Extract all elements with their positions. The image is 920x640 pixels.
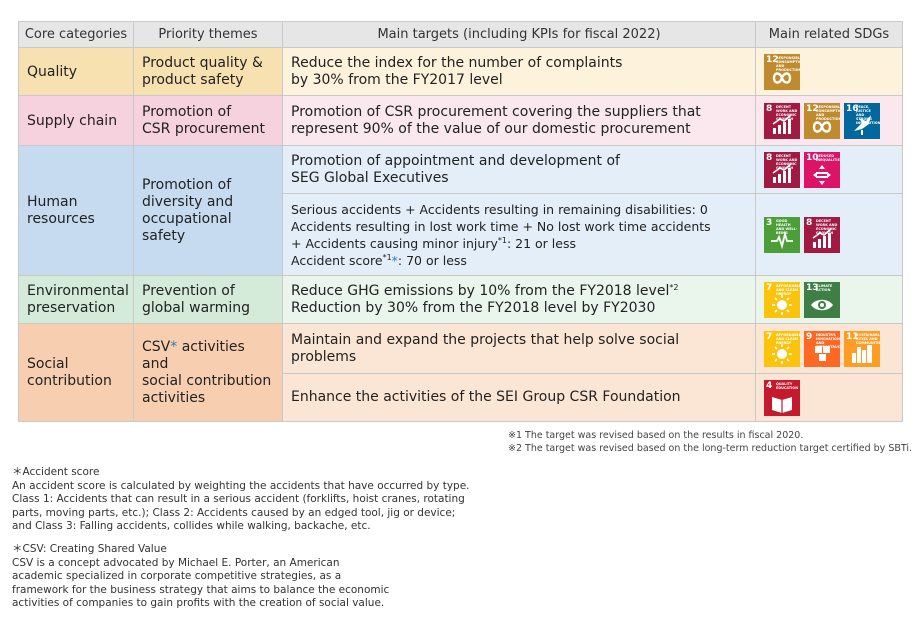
category-social: Social contribution bbox=[18, 323, 134, 422]
sdg-label: QUALITY EDUCATION bbox=[776, 381, 799, 390]
target-social-projects: Maintain and expand the projects that he… bbox=[282, 323, 756, 374]
book-icon: 4 QUALITY EDUCATION bbox=[764, 379, 800, 416]
sdg-label: DECENT WORK AND ECONOMIC GROWTH bbox=[776, 104, 798, 121]
sdg-label: AFFORDABLE AND CLEAN ENERGY bbox=[776, 283, 800, 296]
sdg-label: REDUCED INEQUALITIES bbox=[816, 153, 840, 162]
growth-chart-icon: 8 DECENT WORK AND ECONOMIC GROWTH bbox=[804, 216, 840, 253]
table-header-row: Core categories Priority themes Main tar… bbox=[18, 21, 903, 48]
header-core-categories: Core categories bbox=[18, 21, 134, 48]
sdg-number: 8 bbox=[806, 217, 813, 228]
sdg-number: 12 bbox=[766, 54, 779, 65]
header-main-targets: Main targets (including KPIs for fiscal … bbox=[282, 21, 756, 48]
sdg-number: 12 bbox=[806, 103, 819, 114]
target-social-foundation: Enhance the activities of the SEI Group … bbox=[282, 373, 756, 422]
sdgs-environmental: 7 AFFORDABLE AND CLEAN ENERGY 13 CLIMATE AC… bbox=[755, 275, 903, 324]
growth-chart-icon: 8 DECENT WORK AND ECONOMIC GROWTH bbox=[764, 102, 800, 139]
sdgs-human-safety: 3 GOOD HEALTH AND WELL-BEING 8 DECENT WORK … bbox=[755, 193, 903, 276]
sdg-label: AFFORDABLE AND CLEAN ENERGY bbox=[776, 332, 800, 345]
sdg-label: RESPONSIBLE CONSUMPTION AND PRODUCTION bbox=[816, 104, 840, 121]
sdg-label: INDUSTRY, INNOVATION AND INFRASTRUCTURE bbox=[816, 332, 840, 349]
table-row-social-1: Social contribution CSV* activities and s… bbox=[18, 323, 903, 422]
sdg-number: 9 bbox=[806, 331, 813, 342]
category-quality: Quality bbox=[18, 47, 134, 96]
theme-environmental: Prevention of global warming bbox=[133, 275, 283, 324]
sdg-number: 16 bbox=[846, 103, 859, 114]
sdgs-supply-chain: 8 DECENT WORK AND ECONOMIC GROWTH 12 RESPON… bbox=[755, 95, 903, 146]
sdg-label: RESPONSIBLE CONSUMPTION AND PRODUCTION bbox=[776, 55, 800, 72]
theme-human-resources: Promotion of diversity and occupational sa… bbox=[133, 145, 283, 276]
sdg-label: PEACE, JUSTICE AND STRONG INSTITUTIONS bbox=[856, 104, 880, 125]
sdg-number: 7 bbox=[766, 331, 773, 342]
category-environmental: Environmental preservation bbox=[18, 275, 134, 324]
sdg-number: 11 bbox=[846, 331, 859, 342]
target-human-executives: Promotion of appointment and development… bbox=[282, 145, 756, 194]
category-supply-chain: Supply chain bbox=[18, 95, 134, 146]
heartbeat-icon: 3 GOOD HEALTH AND WELL-BEING bbox=[764, 216, 800, 253]
sdg-number: 3 bbox=[766, 217, 773, 228]
header-related-sdgs: Main related SDGs bbox=[755, 21, 903, 48]
sdg-label: GOOD HEALTH AND WELL-BEING bbox=[776, 218, 798, 235]
footnote-2: ※2 The target was revised based on the l… bbox=[508, 443, 913, 454]
sdg-number: 7 bbox=[766, 282, 773, 293]
theme-social: CSV* activities and social contribution a… bbox=[133, 323, 283, 422]
target-environmental: Reduce GHG emissions by 10% from the FY2… bbox=[282, 275, 756, 324]
table-row-human-resources-1: Human resources Promotion of diversity and… bbox=[18, 145, 903, 276]
target-quality: Reduce the index for the number of compl… bbox=[282, 47, 756, 96]
sdgs-social-foundation: 4 QUALITY EDUCATION bbox=[755, 373, 903, 422]
table-row-supply-chain: Supply chain Promotion of CSR procurement… bbox=[18, 95, 903, 146]
table-row-social-2: Enhance the activities of the SEI Group … bbox=[19, 373, 903, 422]
sdg-number: 4 bbox=[766, 380, 773, 391]
theme-quality: Product quality & product safety bbox=[133, 47, 283, 96]
sdg-label: DECENT WORK AND ECONOMIC GROWTH bbox=[776, 153, 798, 170]
sdg-number: 8 bbox=[766, 103, 773, 114]
sdg-number: 8 bbox=[766, 152, 773, 163]
header-priority-themes: Priority themes bbox=[133, 21, 283, 48]
sdg-label: DECENT WORK AND ECONOMIC GROWTH bbox=[816, 218, 838, 235]
note-accident-title: ＊Accident score bbox=[12, 466, 100, 478]
target-supply-chain: Promotion of CSR procurement covering th… bbox=[282, 95, 756, 146]
category-human-resources: Human resources bbox=[18, 145, 134, 276]
csr-targets-table: Core categories Priority themes Main tar… bbox=[18, 21, 903, 422]
theme-supply-chain: Promotion of CSR procurement bbox=[133, 95, 283, 146]
equality-icon: 10 REDUCED INEQUALITIES bbox=[804, 151, 840, 188]
note-csv: ＊CSV: Creating Shared Value CSV is a con… bbox=[12, 543, 390, 609]
target-human-safety: Serious accidents + Accidents resulting … bbox=[282, 193, 756, 276]
footnote-1: ※1 The target was revised based on the r… bbox=[508, 430, 804, 441]
table-row-quality: Quality Product quality & product safety … bbox=[18, 47, 903, 96]
sdg-label: CLIMATE ACTION bbox=[816, 283, 833, 292]
sun-icon: 7 AFFORDABLE AND CLEAN ENERGY bbox=[764, 281, 800, 318]
sun-icon: 7 AFFORDABLE AND CLEAN ENERGY bbox=[764, 330, 800, 367]
growth-chart-icon: 8 DECENT WORK AND ECONOMIC GROWTH bbox=[764, 151, 800, 188]
sdg-number: 10 bbox=[806, 152, 819, 163]
sdgs-social-projects: 7 AFFORDABLE AND CLEAN ENERGY 9 INDUSTRY, I… bbox=[755, 323, 903, 374]
sdg-number: 13 bbox=[806, 282, 819, 293]
note-csv-title: ＊CSV: Creating Shared Value bbox=[12, 543, 167, 555]
eye-globe-icon: 13 CLIMATE ACTION bbox=[804, 281, 840, 318]
footnotes-revisions: ※1 The target was revised based on the r… bbox=[508, 429, 912, 455]
note-accident-score: ＊Accident score An accident score is cal… bbox=[12, 466, 470, 532]
table-row-environmental: Environmental preservation Prevention of g… bbox=[18, 275, 903, 324]
sdg-label: SUSTAINABLE CITIES AND COMMUNITIES bbox=[856, 332, 880, 345]
sdgs-human-executives: 8 DECENT WORK AND ECONOMIC GROWTH 10 REDUCE… bbox=[755, 145, 903, 194]
